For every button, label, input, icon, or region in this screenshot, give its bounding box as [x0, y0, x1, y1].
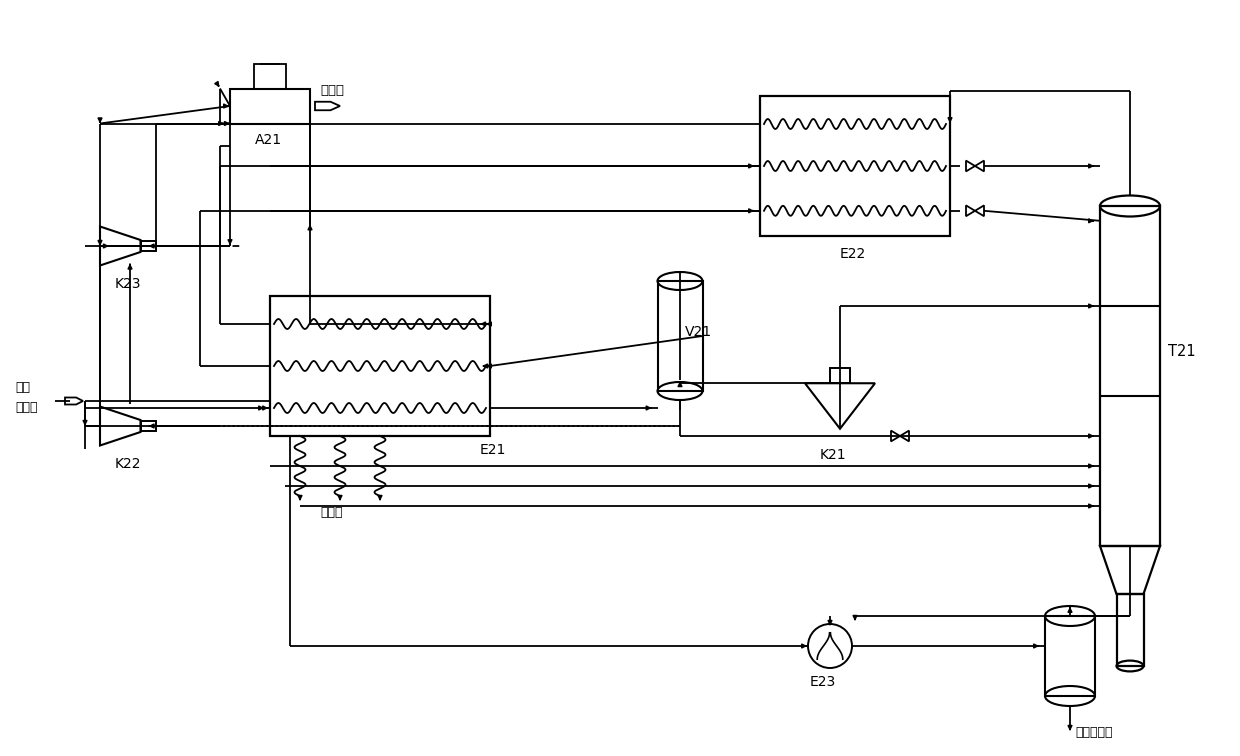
- Text: 外输气: 外输气: [320, 84, 343, 97]
- Text: V21: V21: [684, 325, 712, 339]
- Bar: [760, 96, 950, 236]
- Text: 去脱乙烷塔: 去脱乙烷塔: [1075, 726, 1112, 739]
- Text: 脒水: 脒水: [15, 381, 30, 394]
- Text: E21: E21: [480, 443, 506, 457]
- Text: K22: K22: [115, 457, 141, 471]
- Text: E22: E22: [839, 247, 867, 261]
- Text: 原料气: 原料气: [15, 401, 37, 414]
- Bar: [657, 281, 703, 391]
- Bar: [140, 421, 155, 431]
- Bar: [270, 296, 490, 436]
- Text: K21: K21: [820, 448, 847, 462]
- Bar: [140, 240, 155, 251]
- Text: E23: E23: [810, 675, 836, 689]
- Text: 制冷剂: 制冷剂: [320, 506, 342, 519]
- Bar: [1116, 594, 1143, 666]
- Bar: [831, 367, 849, 383]
- Bar: [1100, 206, 1159, 546]
- Text: K23: K23: [115, 277, 141, 291]
- Bar: [229, 88, 310, 123]
- Text: T21: T21: [1168, 344, 1195, 359]
- Bar: [1045, 616, 1095, 696]
- Text: A21: A21: [255, 132, 283, 147]
- Bar: [254, 64, 286, 88]
